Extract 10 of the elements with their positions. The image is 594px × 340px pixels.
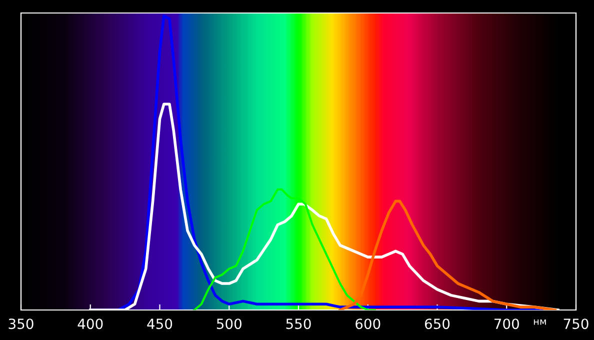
x-tick-label: 650 (424, 318, 450, 330)
x-tick-label: 600 (356, 318, 380, 330)
x-tick-label: 350 (8, 318, 34, 330)
x-tick-label: 500 (216, 318, 242, 330)
x-tick-label: 700 (494, 318, 519, 330)
x-axis-title: нм (534, 319, 546, 325)
x-tick-label: 550 (286, 318, 311, 330)
x-tick-label: 750 (564, 318, 588, 330)
x-tick-label: 400 (78, 318, 103, 330)
x-tick-label: 450 (147, 318, 172, 330)
